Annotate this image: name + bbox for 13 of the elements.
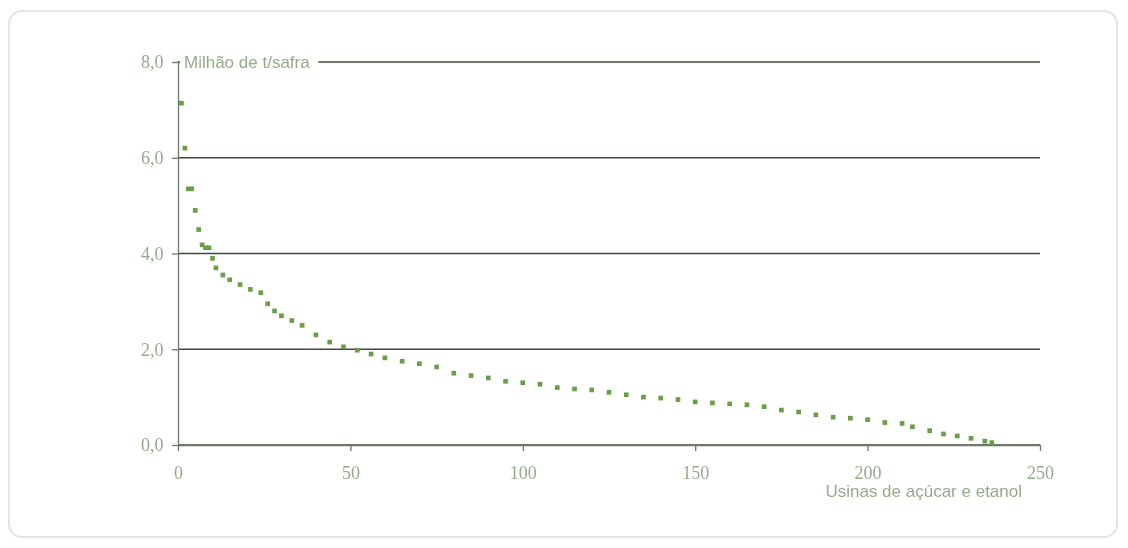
x-axis-title: Usinas de açúcar e etanol (825, 482, 1022, 501)
x-tick-label: 0 (174, 463, 183, 484)
y-axis-title: Milhão de t/safra (184, 53, 311, 72)
y-tick-label: 4,0 (141, 243, 164, 264)
y-tick-label: 8,0 (141, 52, 164, 73)
y-tick-label: 6,0 (141, 148, 164, 169)
x-tick-label: 150 (682, 463, 710, 484)
x-tick-label: 50 (341, 463, 360, 484)
y-tick-label: 2,0 (141, 339, 164, 360)
y-tick-label: 0,0 (141, 435, 164, 456)
x-tick-label: 200 (854, 463, 882, 484)
x-tick-label: 100 (509, 463, 537, 484)
x-tick-label: 250 (1027, 463, 1054, 484)
